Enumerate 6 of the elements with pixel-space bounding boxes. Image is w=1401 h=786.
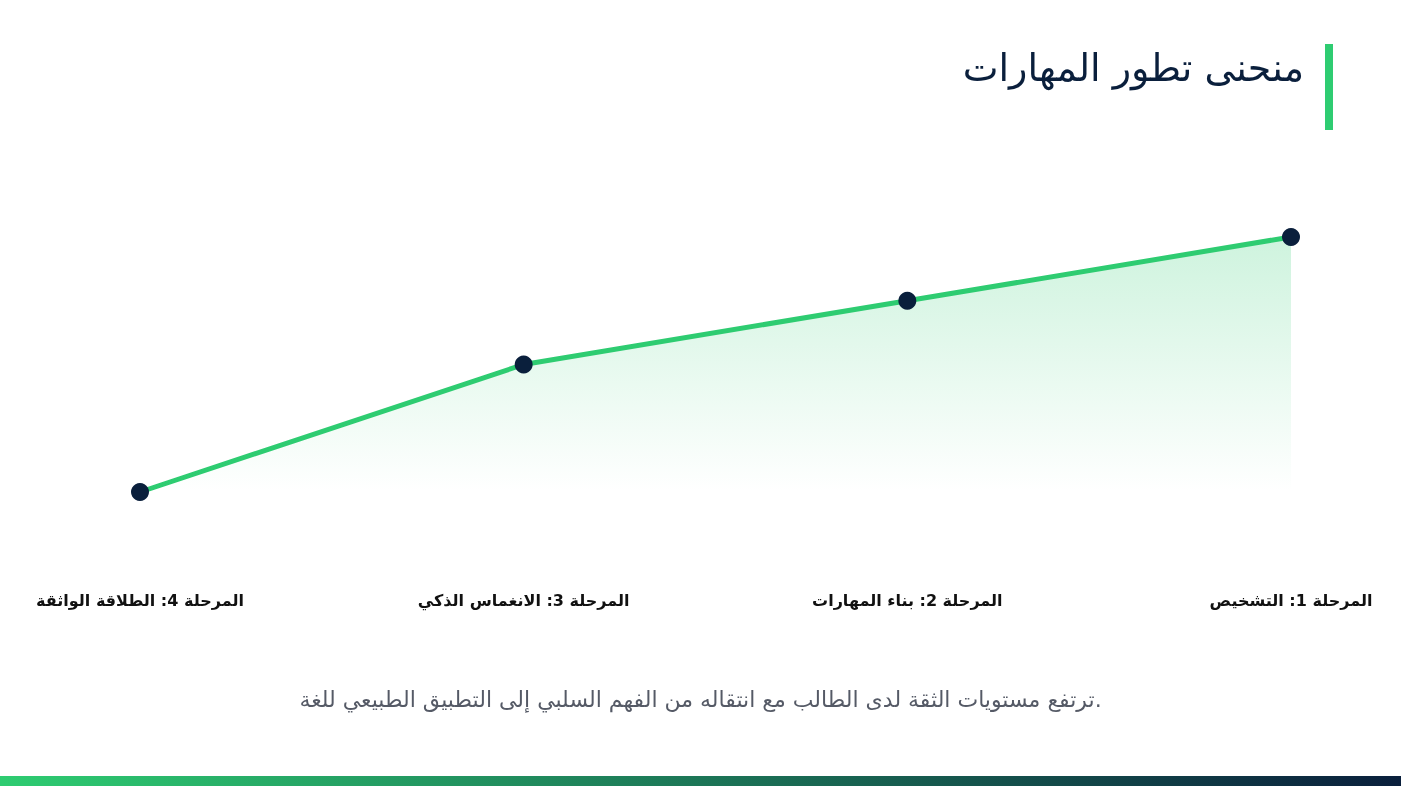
- x-tick-label: المرحلة 4: الطلاقة الواثقة: [36, 590, 244, 610]
- x-tick-label: المرحلة 2: بناء المهارات: [812, 590, 1003, 610]
- x-tick-label: المرحلة 3: الانغماس الذكي: [417, 590, 630, 611]
- chart-title: منحنى تطور المهارات: [962, 46, 1305, 91]
- text: ترتفع مستويات الثقة لدى الطالب مع انتقاله من الفهم السلبي إلى التطبيق الطبيعي للغة.: [299, 686, 1102, 713]
- x-tick-label: المرحلة 1: التشخيص: [1209, 590, 1373, 610]
